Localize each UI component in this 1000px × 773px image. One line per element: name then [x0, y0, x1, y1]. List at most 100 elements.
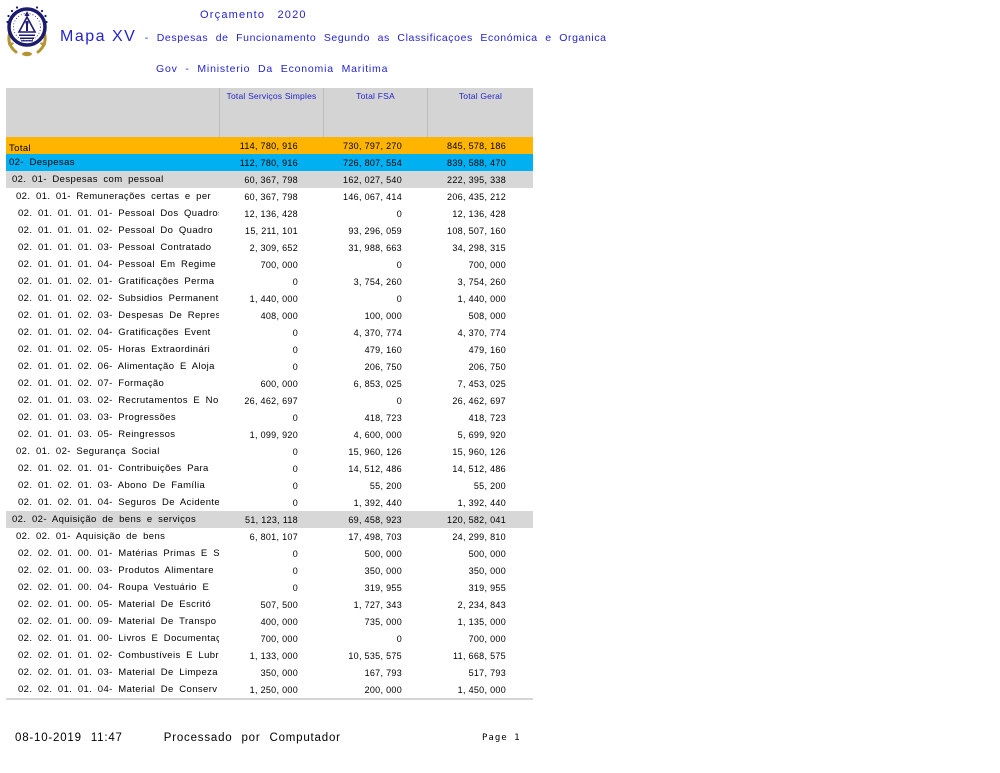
row-value: 100, 000	[364, 310, 402, 321]
row-value: 507, 500	[260, 599, 298, 610]
row-label: 02. 02. 01. 01. 00- Livros E Documentaç	[18, 633, 219, 644]
row-label: 02. 01. 02. 01. 04- Seguros De Acidente	[18, 497, 219, 508]
row-label: 02. 02. 01. 00. 05- Material De Escritó	[18, 599, 212, 610]
row-label: 02. 01. 01. 03. 03- Progressões	[18, 412, 176, 423]
row-value: 1, 133, 000	[249, 650, 298, 661]
row-label: 02. 01. 01. 03. 05- Reingressos	[18, 429, 176, 440]
row-value: 206, 750	[364, 361, 402, 372]
row-value: 26, 462, 697	[452, 395, 506, 406]
row-value: 500, 000	[468, 548, 506, 559]
table-row: 02. 01. 01. 02. 06- Alimentação E Aloja 0…	[6, 358, 533, 375]
table-row: 02. 01. 02. 01. 03- Abono De Família 0 55,…	[6, 477, 533, 494]
row-value: 700, 000	[468, 259, 506, 270]
table-row: 02. 02. 01. 01. 00- Livros E Documentaç 7…	[6, 630, 533, 647]
row-value: 4, 370, 774	[353, 327, 402, 338]
column-header-total-servicos-simples: Total Serviços Simples	[219, 88, 323, 137]
table-row: 02. 01. 02. 01. 01- Contribuições Para 0 1…	[6, 460, 533, 477]
row-value: 319, 955	[364, 582, 402, 593]
row-label: 02. 01. 01. 02. 03- Despesas De Represe	[18, 310, 219, 321]
table-row: 02. 02. 01. 01. 04- Material De Conserv 1…	[6, 681, 533, 698]
row-value: 34, 298, 315	[452, 242, 506, 253]
row-value: 418, 723	[364, 412, 402, 423]
table-row: 02. 01. 01. 01. 04- Pessoal Em Regime D 7…	[6, 256, 533, 273]
row-value: 55, 200	[369, 480, 402, 491]
row-value: 120, 582, 041	[447, 514, 506, 525]
row-value: 730, 797, 270	[343, 140, 402, 151]
row-value: 0	[292, 412, 298, 423]
row-label: 02. 02. 01. 01. 03- Material De Limpeza	[18, 667, 218, 678]
column-header-total-geral: Total Geral	[427, 88, 533, 137]
budget-table: Total Serviços Simples Total FSA Total G…	[6, 88, 533, 700]
table-row: 02. 01. 01. 01. 03- Pessoal Contratado 2,…	[6, 239, 533, 256]
table-row: 02. 01. 01. 02. 03- Despesas De Represe 4…	[6, 307, 533, 324]
row-value: 350, 000	[468, 565, 506, 576]
row-value: 14, 512, 486	[348, 463, 402, 474]
row-value: 1, 440, 000	[249, 293, 298, 304]
row-value: 0	[292, 480, 298, 491]
column-header-total-fsa: Total FSA	[323, 88, 427, 137]
row-value: 0	[292, 463, 298, 474]
row-value: 60, 367, 798	[244, 174, 298, 185]
row-label: 02. 01. 01. 01. 04- Pessoal Em Regime D	[18, 259, 219, 270]
row-value: 2, 309, 652	[249, 242, 298, 253]
row-value: 600, 000	[260, 378, 298, 389]
table-row: 02. 01. 01. 03. 02- Recrutamentos E Nom 2…	[6, 392, 533, 409]
map-title-line: Mapa XV - Despesas de Funcionamento Segu…	[60, 28, 607, 46]
row-label: 02. 02- Aquisição de bens e serviços	[12, 514, 197, 525]
row-value: 51, 123, 118	[245, 514, 298, 525]
row-label: 02. 01. 01. 02. 05- Horas Extraordinári	[18, 344, 211, 355]
row-value: 4, 600, 000	[353, 429, 402, 440]
row-value: 162, 027, 540	[343, 174, 402, 185]
row-value: 0	[292, 497, 298, 508]
table-row: 02. 01. 01. 02. 02- Subsidios Permanent 1…	[6, 290, 533, 307]
budget-year-title: Orçamento 2020	[200, 9, 307, 21]
row-label: 02. 01. 02- Segurança Social	[16, 446, 160, 457]
row-value: 1, 440, 000	[457, 293, 506, 304]
row-value: 408, 000	[260, 310, 298, 321]
table-row: 02. 01. 02. 01. 04- Seguros De Acidente 0…	[6, 494, 533, 511]
row-value: 2, 234, 843	[457, 599, 506, 610]
row-value: 735, 000	[364, 616, 402, 627]
row-label: 02. 01. 01- Remunerações certas e per	[16, 191, 212, 202]
row-value: 0	[292, 446, 298, 457]
row-value: 108, 507, 160	[447, 225, 506, 236]
row-label: 02. 01. 01. 01. 03- Pessoal Contratado	[18, 242, 212, 253]
row-value: 15, 960, 126	[348, 446, 402, 457]
row-value: 17, 498, 703	[348, 531, 402, 542]
table-row: 02. 01- Despesas com pessoal 60, 367, 798…	[6, 171, 533, 188]
row-value: 1, 135, 000	[457, 616, 506, 627]
row-label: 02. 02. 01. 01. 02- Combustíveis E Lubr	[18, 650, 219, 661]
table-row: 02- Despesas 112, 780, 916 726, 807, 554 83…	[6, 154, 533, 171]
row-label: 02. 02. 01. 01. 04- Material De Conserv	[18, 684, 218, 695]
row-label: 02. 01. 01. 02. 07- Formação	[18, 378, 165, 389]
table-row: 02. 02. 01. 00. 03- Produtos Alimentare 0…	[6, 562, 533, 579]
table-row: 02. 02- Aquisição de bens e serviços 51, …	[6, 511, 533, 528]
table-row: 02. 01. 02- Segurança Social 0 15, 960, 12…	[6, 443, 533, 460]
row-value: 700, 000	[468, 633, 506, 644]
row-value: 5, 699, 920	[457, 429, 506, 440]
row-value: 200, 000	[364, 684, 402, 695]
row-value: 0	[396, 395, 402, 406]
row-label: 02. 01. 01. 02. 04- Gratificações Event	[18, 327, 211, 338]
row-value: 1, 392, 440	[457, 497, 506, 508]
row-value: 1, 392, 440	[353, 497, 402, 508]
row-value: 1, 727, 343	[353, 599, 402, 610]
row-value: 0	[396, 633, 402, 644]
row-value: 517, 793	[468, 667, 506, 678]
row-value: 418, 723	[468, 412, 506, 423]
row-value: 479, 160	[364, 344, 402, 355]
row-value: 12, 136, 428	[244, 208, 298, 219]
row-value: 0	[396, 208, 402, 219]
map-subtitle: Despesas de Funcionamento Segundo as Cla…	[156, 32, 607, 44]
row-value: 3, 754, 260	[457, 276, 506, 287]
row-value: 726, 807, 554	[343, 157, 402, 168]
table-header-row: Total Serviços Simples Total FSA Total G…	[6, 88, 533, 137]
map-title-separator: -	[144, 32, 149, 44]
row-value: 350, 000	[364, 565, 402, 576]
row-value: 24, 299, 810	[452, 531, 506, 542]
table-row: 02. 01. 01- Remunerações certas e per 60,…	[6, 188, 533, 205]
row-value: 350, 000	[260, 667, 298, 678]
row-label: 02. 01- Despesas com pessoal	[12, 174, 164, 185]
table-row: 02. 02. 01. 00. 01- Matérias Primas E S 0…	[6, 545, 533, 562]
row-value: 700, 000	[260, 633, 298, 644]
